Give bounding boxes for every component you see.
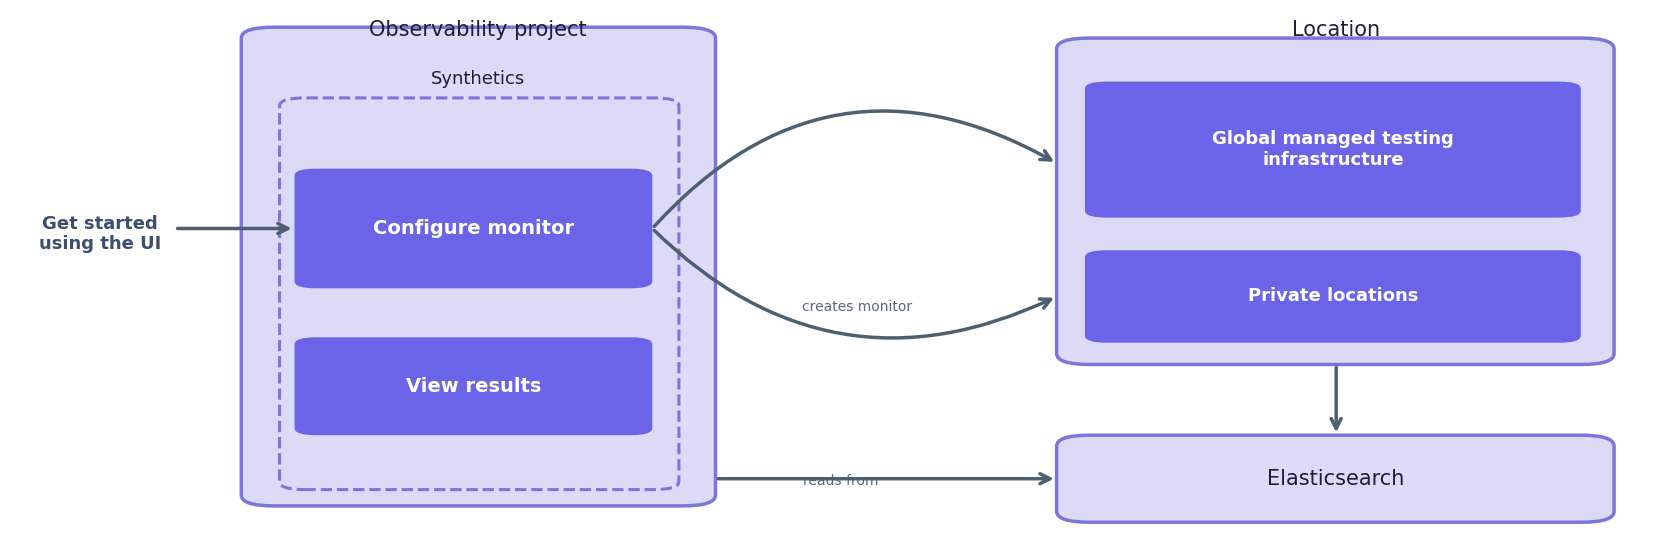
FancyBboxPatch shape (295, 337, 652, 435)
FancyBboxPatch shape (1057, 38, 1614, 364)
Text: Elasticsearch: Elasticsearch (1266, 469, 1404, 489)
FancyBboxPatch shape (1085, 82, 1581, 218)
FancyBboxPatch shape (1057, 435, 1614, 522)
FancyBboxPatch shape (1085, 250, 1581, 343)
Text: View results: View results (406, 377, 541, 395)
Text: Location: Location (1293, 20, 1379, 40)
Text: reads from: reads from (802, 474, 879, 489)
Text: Synthetics: Synthetics (431, 70, 524, 88)
Text: Get started
using the UI: Get started using the UI (38, 214, 161, 254)
FancyBboxPatch shape (241, 27, 716, 506)
Text: creates monitor: creates monitor (802, 300, 912, 314)
Text: Private locations: Private locations (1248, 287, 1418, 306)
Text: Global managed testing
infrastructure: Global managed testing infrastructure (1211, 130, 1454, 169)
Text: Observability project: Observability project (369, 20, 586, 40)
FancyBboxPatch shape (295, 169, 652, 288)
Text: Configure monitor: Configure monitor (373, 219, 574, 238)
